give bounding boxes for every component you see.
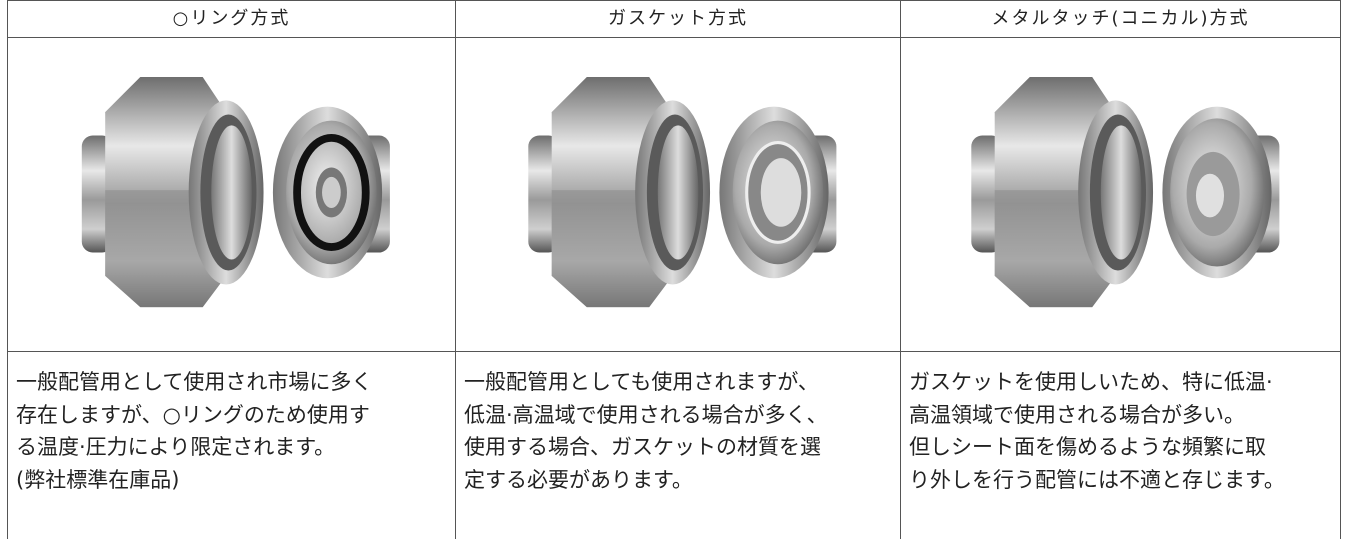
description-line: 高温領域で使用される場合が多い。 (909, 402, 1245, 427)
product-image (456, 38, 900, 352)
description-line: り外しを行う配管には不適と存じます。 (909, 467, 1285, 492)
fitting-photo (81, 77, 390, 308)
description: 一般配管用として使用され市場に多く 存在しますが、○リングのため使用す る温度·圧力… (8, 352, 455, 496)
description-line: (弊社標準在庫品) (16, 467, 180, 492)
description: 一般配管用としても使用されますが、 低温·高温域で使用される場合が多く、 使用する場… (456, 352, 900, 496)
description-line: 一般配管用としても使用されますが、 (464, 370, 819, 394)
description-line: 一般配管用として使用され市場に多く (16, 370, 373, 394)
description-line: 存在しますが、○リングのため使用す (16, 402, 370, 427)
table-column: ○リング方式一般配管用として使用され市場に多く 存在しますが、○リングのため使用す… (7, 0, 455, 539)
column-header: メタルタッチ(コニカル)方式 (901, 0, 1340, 38)
fitting-photo (971, 77, 1280, 308)
description-line: 但しシート面を傷めるような頻繁に取 (909, 435, 1266, 459)
description-line: 定する必要があります。 (464, 467, 693, 492)
fitting-photo (528, 77, 837, 308)
description: ガスケットを使用しいため、特に低温· 高温領域で使用される場合が多い。 但しシート面… (901, 352, 1340, 496)
description-line: 低温·高温域で使用される場合が多く、 (464, 402, 828, 427)
description-line: 使用する場合、ガスケットの材質を選 (464, 435, 821, 459)
column-header: ○リング方式 (8, 0, 455, 38)
product-image (901, 38, 1340, 352)
product-image (8, 38, 455, 352)
column-header: ガスケット方式 (456, 0, 900, 38)
description-line: ガスケットを使用しいため、特に低温· (909, 370, 1273, 394)
description-line: る温度·圧力により限定されます。 (16, 435, 336, 459)
table-column: ガスケット方式一般配管用としても使用されますが、 低温·高温域で使用される場合が多… (455, 0, 900, 539)
table-column: メタルタッチ(コニカル)方式ガスケットを使用しいため、特に低温· 高温領域で使用さ… (900, 0, 1341, 539)
